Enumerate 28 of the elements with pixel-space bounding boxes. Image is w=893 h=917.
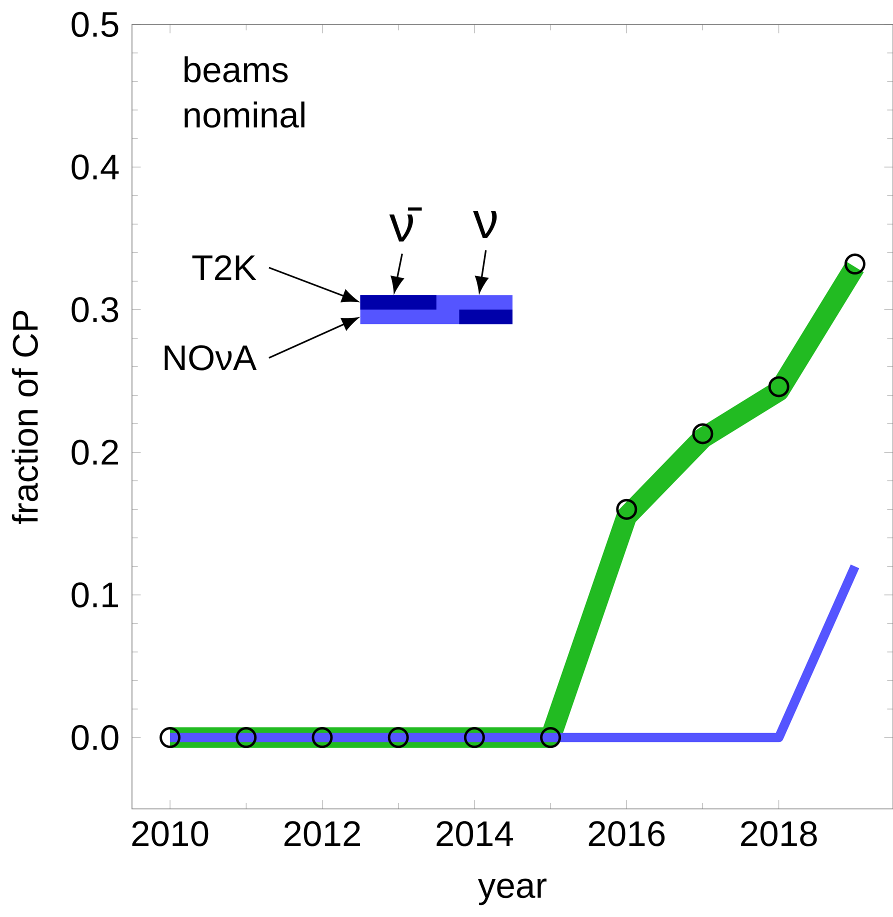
x-tick-label: 2012 — [284, 821, 360, 846]
y-tick-label: 0.4 — [71, 154, 118, 180]
x-axis-title: year — [478, 878, 546, 906]
point — [768, 376, 790, 398]
point — [312, 727, 333, 748]
annotation: beams nominal — [184, 56, 304, 128]
y-axis-title: fraction of CP — [12, 310, 38, 524]
point — [540, 727, 561, 748]
point — [616, 498, 637, 520]
y-tick-label: 0.2 — [71, 440, 118, 465]
point — [844, 254, 866, 275]
y-tick-label: 0.3 — [71, 297, 118, 322]
y-tick-label: 0.5 — [71, 12, 118, 38]
point — [159, 727, 180, 748]
point — [692, 423, 714, 444]
y-tick-label: 0.0 — [71, 724, 118, 750]
point — [464, 727, 485, 748]
y-tick-label: 0.1 — [71, 582, 118, 608]
x-tick-label: 2014 — [436, 821, 513, 846]
annotation: NOνA — [164, 345, 256, 370]
annotation: ν̄ — [389, 207, 422, 242]
x-tick-label: 2010 — [132, 821, 208, 846]
annotation: T2K — [192, 255, 256, 280]
point — [388, 727, 409, 748]
annotation: ν — [472, 210, 497, 238]
x-tick-label: 2016 — [588, 821, 664, 846]
point — [235, 727, 256, 748]
x-tick-label: 2018 — [740, 821, 817, 846]
